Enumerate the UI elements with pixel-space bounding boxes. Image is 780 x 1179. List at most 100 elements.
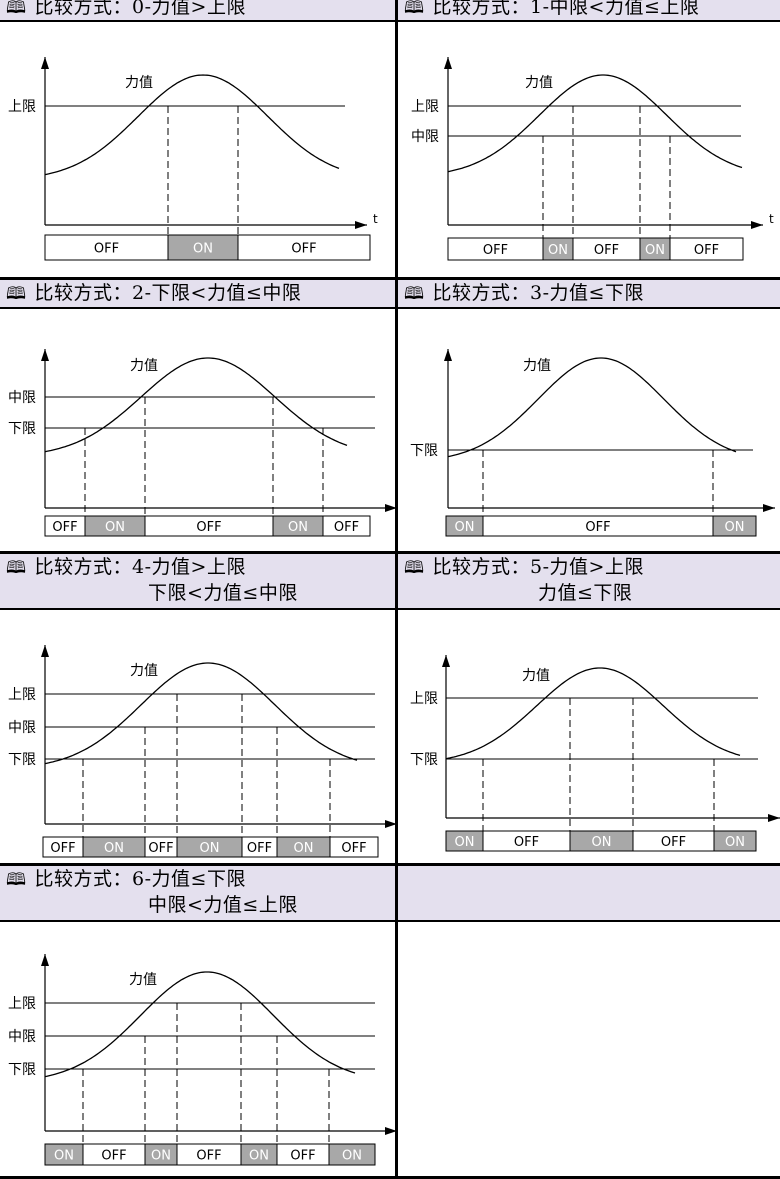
state-on-segment bbox=[713, 830, 757, 852]
limit-label-upper: 上限 bbox=[8, 687, 36, 703]
panel-title: 比较方式：5-力值>上限 bbox=[432, 556, 644, 578]
state-off-segment bbox=[322, 515, 371, 537]
state-off-label: OFF bbox=[196, 520, 221, 535]
row-divider bbox=[0, 1176, 780, 1179]
row-divider bbox=[0, 20, 780, 22]
state-off-label: OFF bbox=[247, 841, 272, 856]
y-axis-arrow bbox=[41, 954, 49, 966]
time-axis-label: t bbox=[769, 212, 774, 226]
state-off-label: OFF bbox=[585, 520, 610, 535]
y-axis-arrow bbox=[41, 57, 49, 69]
force-curve-label: 力值 bbox=[130, 358, 158, 374]
timing-diagram: t上限中限下限力值OFFONOFFONOFFONOFF bbox=[8, 645, 395, 858]
panel-title-line2: 下限<力值≤中限 bbox=[148, 582, 298, 604]
x-axis-arrow bbox=[355, 221, 367, 229]
timing-diagram: t中限下限力值OFFONOFFONOFF bbox=[8, 349, 395, 537]
book-icon: 🕮 bbox=[6, 284, 27, 304]
limit-label-middle: 中限 bbox=[8, 390, 36, 406]
state-off-label: OFF bbox=[94, 242, 119, 257]
panel-header-empty bbox=[398, 866, 780, 921]
state-on-label: ON bbox=[725, 520, 745, 535]
y-axis-arrow bbox=[41, 349, 49, 361]
force-curve-label: 力值 bbox=[125, 75, 153, 91]
book-icon: 🕮 bbox=[404, 0, 425, 18]
limit-label-lower: 下限 bbox=[8, 421, 36, 437]
y-axis-arrow bbox=[444, 349, 452, 361]
panel-title: 比较方式：6-力值≤下限 bbox=[34, 868, 246, 890]
state-off-segment bbox=[669, 237, 744, 261]
state-on-label: ON bbox=[193, 242, 213, 257]
x-axis-arrow bbox=[385, 1127, 395, 1135]
limit-label-upper: 上限 bbox=[8, 99, 36, 115]
x-axis-arrow bbox=[751, 221, 763, 229]
force-curve bbox=[447, 74, 743, 173]
limit-label-middle: 中限 bbox=[8, 1029, 36, 1045]
force-curve bbox=[445, 667, 741, 760]
x-axis-arrow bbox=[768, 814, 780, 822]
state-on-label: ON bbox=[151, 1149, 171, 1164]
state-on-label: ON bbox=[105, 520, 125, 535]
force-curve bbox=[44, 971, 356, 1078]
limit-label-middle: 中限 bbox=[8, 720, 36, 736]
timing-diagram: t上限下限力值ONOFFONOFFON bbox=[410, 655, 780, 852]
panel-title-line2: 中限<力值≤上限 bbox=[148, 894, 298, 916]
state-on-segment bbox=[328, 1143, 376, 1166]
time-axis-label: t bbox=[373, 212, 378, 226]
panel-header: 🕮 比较方式：2-下限<力值≤中限 bbox=[0, 280, 395, 307]
book-icon: 🕮 bbox=[404, 284, 425, 304]
panel-header: 🕮 比较方式：0-力值>上限 bbox=[0, 0, 395, 20]
state-off-label: OFF bbox=[514, 835, 539, 850]
state-off-segment bbox=[237, 234, 371, 261]
force-curve-label: 力值 bbox=[130, 663, 158, 679]
state-off-label: OFF bbox=[594, 243, 619, 258]
row-divider bbox=[0, 307, 780, 309]
limit-label-upper: 上限 bbox=[411, 99, 439, 115]
state-off-label: OFF bbox=[101, 1149, 126, 1164]
state-on-label: ON bbox=[249, 1149, 269, 1164]
state-on-label: ON bbox=[455, 520, 475, 535]
state-on-label: ON bbox=[725, 835, 745, 850]
panel-title: 比较方式：2-下限<力值≤中限 bbox=[34, 282, 302, 304]
limit-label-lower: 下限 bbox=[410, 443, 438, 459]
y-axis-arrow bbox=[41, 645, 49, 657]
state-on-label: ON bbox=[288, 520, 308, 535]
state-off-label: OFF bbox=[52, 520, 77, 535]
row-divider bbox=[0, 608, 780, 610]
panel-title: 比较方式：4-力值>上限 bbox=[34, 556, 246, 578]
state-on-segment bbox=[712, 515, 757, 537]
y-axis-arrow bbox=[444, 57, 452, 69]
x-axis-arrow bbox=[385, 820, 395, 828]
limit-label-lower: 下限 bbox=[410, 752, 438, 768]
state-on-label: ON bbox=[548, 243, 568, 258]
panel-title: 比较方式：0-力值>上限 bbox=[34, 0, 246, 18]
force-curve bbox=[44, 74, 340, 176]
state-off-label: OFF bbox=[290, 1149, 315, 1164]
force-curve-label: 力值 bbox=[525, 75, 553, 91]
panel-title-line2: 力值≤下限 bbox=[538, 582, 633, 604]
limit-label-middle: 中限 bbox=[411, 129, 439, 145]
force-curve-label: 力值 bbox=[523, 358, 551, 374]
force-curve bbox=[44, 662, 358, 765]
force-curve-label: 力值 bbox=[129, 972, 157, 988]
panel-header: 🕮 比较方式：5-力值>上限 力值≤下限 bbox=[398, 554, 780, 609]
book-icon: 🕮 bbox=[404, 558, 425, 578]
force-curve-label: 力值 bbox=[522, 668, 550, 684]
state-on-label: ON bbox=[104, 841, 124, 856]
force-curve bbox=[44, 357, 348, 453]
state-off-segment bbox=[44, 234, 169, 261]
state-on-label: ON bbox=[455, 835, 475, 850]
book-icon: 🕮 bbox=[6, 870, 27, 890]
panel-header: 🕮 比较方式：6-力值≤下限 中限<力值≤上限 bbox=[0, 866, 395, 921]
row-divider bbox=[0, 863, 780, 866]
state-off-label: OFF bbox=[334, 520, 359, 535]
state-off-segment bbox=[329, 836, 379, 858]
state-on-label: ON bbox=[342, 1149, 362, 1164]
timing-diagram: t下限力值ONOFFON bbox=[410, 349, 775, 537]
state-off-label: OFF bbox=[483, 243, 508, 258]
state-on-label: ON bbox=[592, 835, 612, 850]
state-off-label: OFF bbox=[291, 242, 316, 257]
panel-title: 比较方式：1-中限<力值≤上限 bbox=[432, 0, 700, 18]
state-on-label: ON bbox=[54, 1149, 74, 1164]
